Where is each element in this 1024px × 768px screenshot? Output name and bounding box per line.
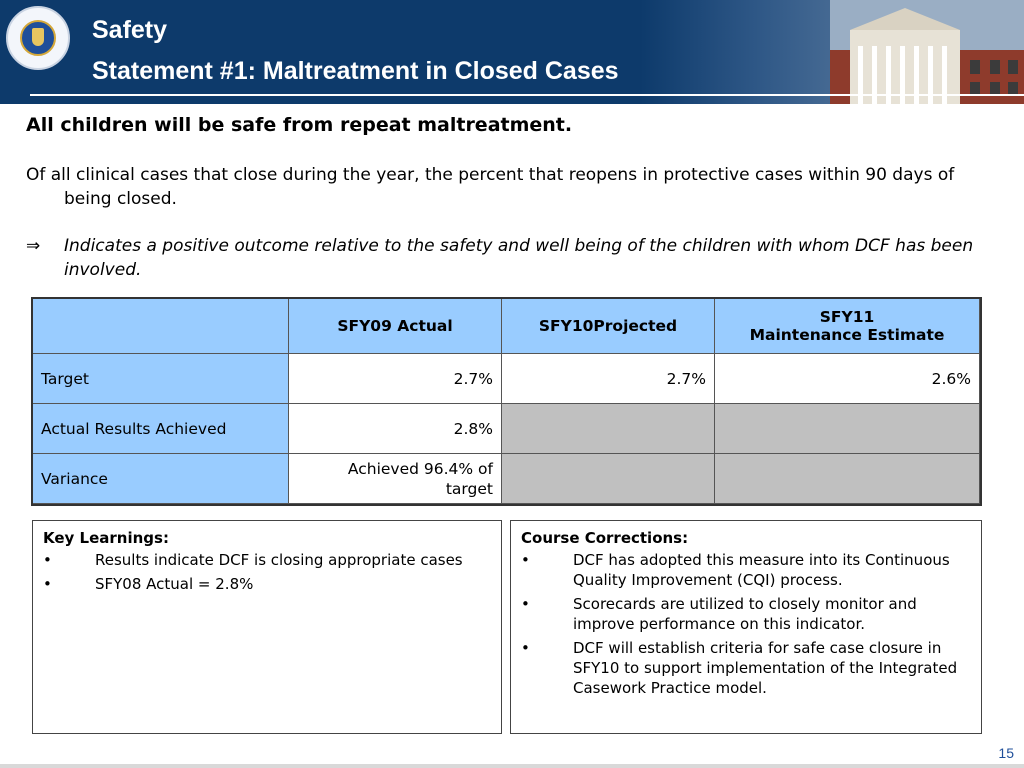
bullet-icon: • xyxy=(521,639,530,657)
table-header-sfy11-line1: SFY11 xyxy=(819,308,875,326)
actual-sfy11-empty xyxy=(714,403,980,454)
bullet-icon: • xyxy=(521,551,530,569)
course-corrections-box: Course Corrections: • DCF has adopted thi… xyxy=(510,520,982,734)
variance-sfy09: Achieved 96.4% of target xyxy=(288,453,502,504)
target-sfy10: 2.7% xyxy=(501,353,715,404)
list-item-text: Results indicate DCF is closing appropri… xyxy=(95,551,463,569)
slide-subtitle: Statement #1: Maltreatment in Closed Cas… xyxy=(92,57,619,85)
target-sfy09: 2.7% xyxy=(288,353,502,404)
list-item: • Scorecards are utilized to closely moni… xyxy=(521,594,971,634)
list-item: • DCF has adopted this measure into its C… xyxy=(521,550,971,590)
table-row: Actual Results Achieved 2.8% xyxy=(32,403,980,454)
state-house-image xyxy=(830,0,1024,104)
key-learnings-heading: Key Learnings: xyxy=(43,529,169,547)
indicator-text: Indicates a positive outcome relative to… xyxy=(64,236,974,280)
table-header-sfy11: SFY11 Maintenance Estimate xyxy=(714,298,980,354)
table-header-sfy11-line2: Maintenance Estimate xyxy=(749,326,945,344)
page-number: 15 xyxy=(998,745,1014,761)
slide-title: Safety xyxy=(92,16,168,44)
bottom-divider xyxy=(0,764,1024,768)
goal-statement: All children will be safe from repeat ma… xyxy=(26,114,573,136)
massachusetts-seal-logo xyxy=(6,6,70,70)
table-header-empty xyxy=(32,298,289,354)
row-label-target: Target xyxy=(32,353,289,404)
table-header-sfy09: SFY09 Actual xyxy=(288,298,502,354)
list-item-text: SFY08 Actual = 2.8% xyxy=(95,575,254,593)
course-corrections-heading: Course Corrections: xyxy=(521,529,689,547)
list-item: • Results indicate DCF is closing appropr… xyxy=(43,550,491,570)
implies-arrow-icon: ⇒ xyxy=(26,236,41,256)
key-learnings-list: • Results indicate DCF is closing appropr… xyxy=(43,550,491,594)
indicator-note: ⇒ Indicates a positive outcome relative t… xyxy=(26,234,986,282)
list-item: • SFY08 Actual = 2.8% xyxy=(43,574,491,594)
key-learnings-box: Key Learnings: • Results indicate DCF is … xyxy=(32,520,502,734)
table-header-sfy10: SFY10Projected xyxy=(501,298,715,354)
actual-sfy10-empty xyxy=(501,403,715,454)
measure-definition: Of all clinical cases that close during … xyxy=(26,165,955,209)
target-sfy11: 2.6% xyxy=(714,353,980,404)
list-item-text: DCF will establish criteria for safe cas… xyxy=(573,639,958,697)
bullet-icon: • xyxy=(43,575,52,593)
bullet-icon: • xyxy=(521,595,530,613)
table-row: Target 2.7% 2.7% 2.6% xyxy=(32,353,980,404)
list-item-text: Scorecards are utilized to closely monit… xyxy=(573,595,917,633)
course-corrections-list: • DCF has adopted this measure into its C… xyxy=(521,550,971,698)
actual-sfy09: 2.8% xyxy=(288,403,502,454)
title-underline xyxy=(30,94,1024,96)
row-label-actual: Actual Results Achieved xyxy=(32,403,289,454)
row-label-variance: Variance xyxy=(32,453,289,504)
variance-sfy11-empty xyxy=(714,453,980,504)
measures-table: SFY09 Actual SFY10Projected SFY11 Mainte… xyxy=(32,298,980,504)
list-item: • DCF will establish criteria for safe ca… xyxy=(521,638,971,698)
table-row: Variance Achieved 96.4% of target xyxy=(32,453,980,504)
variance-sfy10-empty xyxy=(501,453,715,504)
bullet-icon: • xyxy=(43,551,52,569)
table-header-row: SFY09 Actual SFY10Projected SFY11 Mainte… xyxy=(32,298,980,354)
slide-header: Safety Statement #1: Maltreatment in Clo… xyxy=(0,0,1024,104)
list-item-text: DCF has adopted this measure into its Co… xyxy=(573,551,950,589)
